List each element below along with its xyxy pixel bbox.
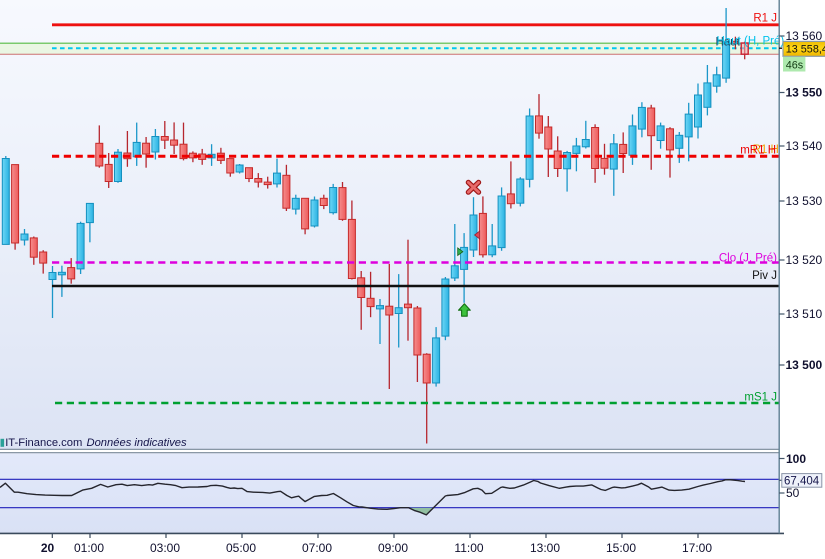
svg-text:17:00: 17:00: [682, 541, 712, 554]
svg-text:IT-Finance.com: IT-Finance.com: [5, 437, 82, 449]
svg-text:mS1 J: mS1 J: [744, 392, 777, 404]
svg-text:11:00: 11:00: [454, 541, 483, 554]
svg-text:03:00: 03:00: [150, 541, 180, 554]
svg-text:R1 J: R1 J: [753, 13, 777, 25]
svg-text:Haut: Haut: [716, 36, 741, 48]
svg-text:67,404: 67,404: [784, 475, 820, 487]
svg-text:50: 50: [786, 486, 800, 500]
svg-text:13 540: 13 540: [786, 139, 823, 153]
svg-text:15:00: 15:00: [606, 541, 636, 554]
svg-text:100: 100: [786, 452, 806, 466]
svg-text:R1 H: R1 H: [753, 144, 779, 156]
svg-text:13 558,4: 13 558,4: [786, 44, 825, 56]
svg-text:Clo (J, Pré): Clo (J, Pré): [719, 253, 777, 265]
svg-text:07:00: 07:00: [302, 541, 332, 554]
svg-text:13:00: 13:00: [530, 541, 560, 554]
svg-text:Données indicatives: Données indicatives: [87, 437, 188, 449]
svg-text:13 500: 13 500: [786, 358, 823, 372]
svg-text:13 560: 13 560: [786, 29, 823, 43]
svg-text:20: 20: [41, 541, 55, 554]
svg-text:05:00: 05:00: [226, 541, 256, 554]
svg-text:13 530: 13 530: [786, 194, 823, 208]
svg-text:13 550: 13 550: [786, 86, 823, 100]
svg-text:Piv J: Piv J: [752, 270, 777, 282]
svg-text:01:00: 01:00: [74, 541, 104, 554]
svg-text:13 510: 13 510: [786, 307, 823, 321]
svg-text:46s: 46s: [786, 60, 804, 72]
svg-text:09:00: 09:00: [378, 541, 408, 554]
svg-text:Haut (H, Pré): Haut (H, Pré): [717, 36, 785, 48]
svg-text:13 520: 13 520: [786, 253, 823, 267]
svg-text:mR1 H: mR1 H: [740, 145, 776, 157]
